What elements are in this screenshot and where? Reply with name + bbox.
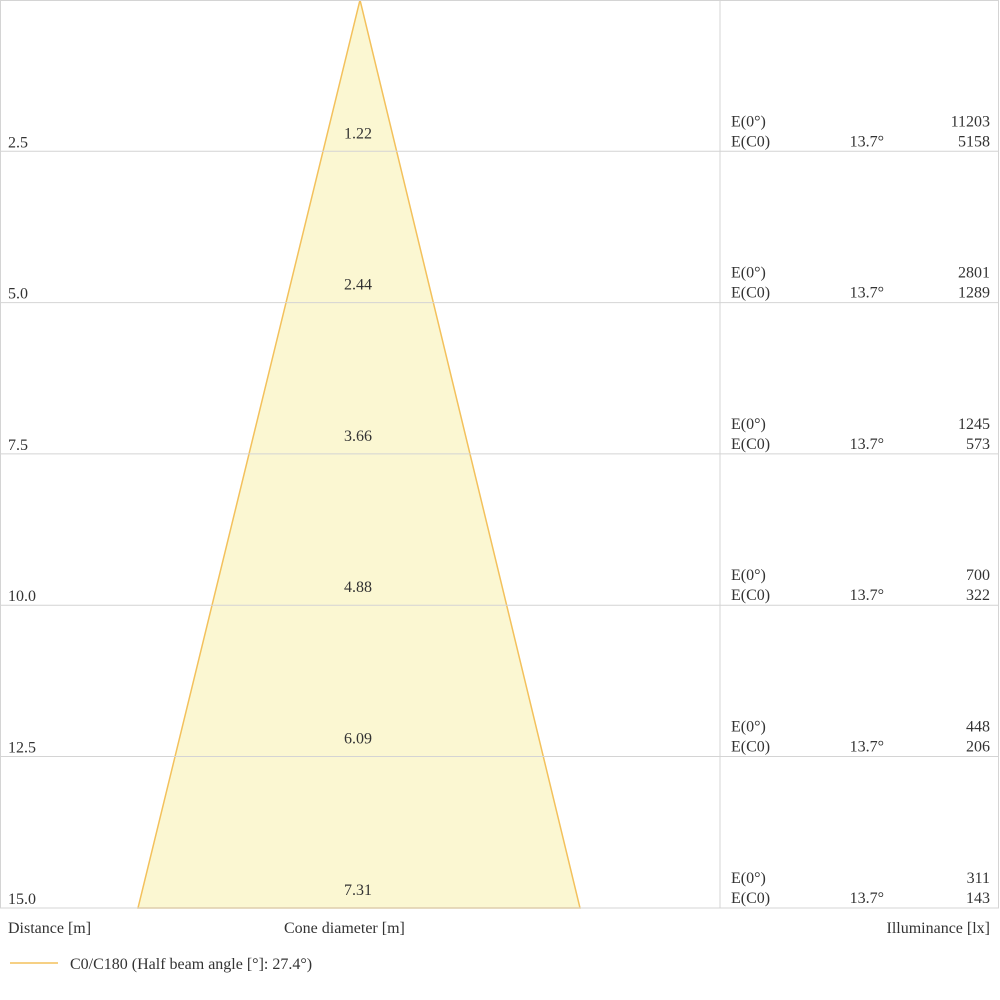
ec0-value: 322 (966, 587, 990, 604)
cone-diameter: 3.66 (344, 428, 372, 445)
cone-diameter: 2.44 (344, 277, 372, 294)
cone-diameter: 4.88 (344, 579, 372, 596)
footer-diameter: Cone diameter [m] (284, 920, 405, 937)
e0-value: 700 (966, 567, 990, 584)
e0-label: E(0°) (731, 567, 766, 584)
ec0-value: 143 (966, 890, 990, 907)
ec0-label: E(C0) (731, 285, 770, 302)
e0-label: E(0°) (731, 416, 766, 433)
half-angle: 13.7° (850, 890, 884, 907)
e0-value: 448 (966, 719, 990, 736)
ec0-value: 1289 (958, 285, 990, 302)
e0-label: E(0°) (731, 870, 766, 887)
legend-label: C0/C180 (Half beam angle [°]: 27.4°) (70, 956, 312, 973)
distance: 2.5 (8, 134, 28, 151)
ec0-label: E(C0) (731, 133, 770, 150)
e0-label: E(0°) (731, 265, 766, 282)
distance: 15.0 (8, 891, 36, 908)
half-angle: 13.7° (850, 133, 884, 150)
distance: 5.0 (8, 286, 28, 303)
distance: 7.5 (8, 437, 28, 454)
ec0-label: E(C0) (731, 587, 770, 604)
half-angle: 13.7° (850, 587, 884, 604)
distance: 10.0 (8, 588, 36, 605)
ec0-value: 206 (966, 739, 990, 756)
footer-distance: Distance [m] (8, 920, 91, 937)
distance: 12.5 (8, 740, 36, 757)
ec0-label: E(C0) (731, 739, 770, 756)
ec0-value: 5158 (958, 133, 990, 150)
half-angle: 13.7° (850, 739, 884, 756)
cone-diameter: 6.09 (344, 731, 372, 748)
half-angle: 13.7° (850, 285, 884, 302)
e0-value: 11203 (951, 113, 990, 130)
cone-diameter: 1.22 (344, 125, 372, 142)
e0-value: 1245 (958, 416, 990, 433)
footer-illuminance: Illuminance [lx] (886, 920, 990, 937)
ec0-value: 573 (966, 436, 990, 453)
half-angle: 13.7° (850, 436, 884, 453)
ec0-label: E(C0) (731, 890, 770, 907)
e0-value: 2801 (958, 265, 990, 282)
e0-value: 311 (967, 870, 990, 887)
e0-label: E(0°) (731, 719, 766, 736)
e0-label: E(0°) (731, 113, 766, 130)
ec0-label: E(C0) (731, 436, 770, 453)
cone-diameter: 7.31 (344, 882, 372, 899)
